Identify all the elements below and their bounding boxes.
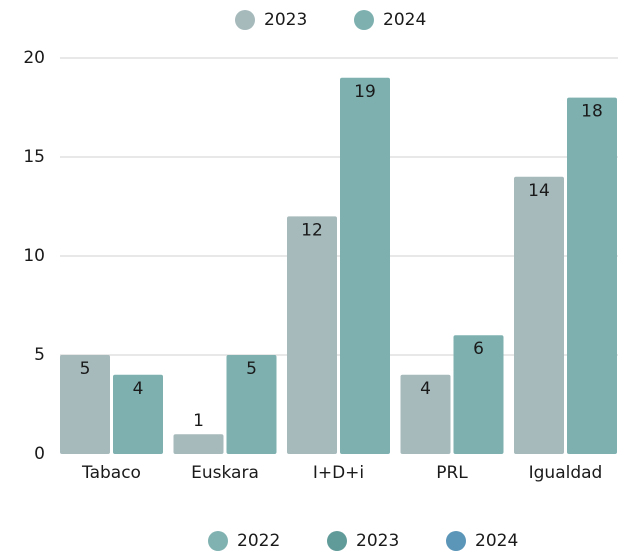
data-label: 19 xyxy=(354,82,376,102)
legend-label: 2024 xyxy=(475,531,518,551)
y-tick-label: 5 xyxy=(34,345,45,365)
legend-label: 2023 xyxy=(264,10,307,30)
x-tick-label: PRL xyxy=(436,463,468,483)
bar xyxy=(453,335,504,454)
bar xyxy=(340,77,390,455)
bar xyxy=(226,355,277,454)
data-label: 14 xyxy=(528,181,550,201)
legend-label: 2022 xyxy=(237,531,280,551)
data-label: 1 xyxy=(193,411,204,431)
x-tick-label: Euskara xyxy=(191,463,259,483)
data-label: 5 xyxy=(80,359,91,379)
y-tick-label: 0 xyxy=(34,444,45,464)
y-tick-label: 10 xyxy=(23,246,45,266)
bar xyxy=(567,97,617,454)
x-tick-label: I+D+i xyxy=(313,463,364,483)
data-label: 4 xyxy=(420,379,431,399)
bar xyxy=(400,374,451,454)
x-tick-label: Igualdad xyxy=(529,463,603,483)
data-label: 4 xyxy=(133,379,144,399)
legend-marker xyxy=(354,10,374,30)
x-tick-label: Tabaco xyxy=(81,463,141,483)
data-label: 6 xyxy=(473,339,484,359)
bar xyxy=(514,176,564,455)
y-tick-label: 20 xyxy=(23,48,45,68)
legend-marker xyxy=(446,531,466,551)
y-tick-label: 15 xyxy=(23,147,45,167)
legend-label: 2024 xyxy=(383,10,426,30)
legend-marker xyxy=(208,531,228,551)
bar xyxy=(113,374,163,454)
data-label: 18 xyxy=(581,102,603,122)
bar xyxy=(287,216,337,454)
legend-marker xyxy=(235,10,255,30)
legend-marker xyxy=(327,531,347,551)
legend-label: 2023 xyxy=(356,531,399,551)
data-label: 5 xyxy=(246,359,257,379)
data-label: 12 xyxy=(301,220,323,240)
bar xyxy=(60,355,110,454)
bar xyxy=(173,434,224,454)
